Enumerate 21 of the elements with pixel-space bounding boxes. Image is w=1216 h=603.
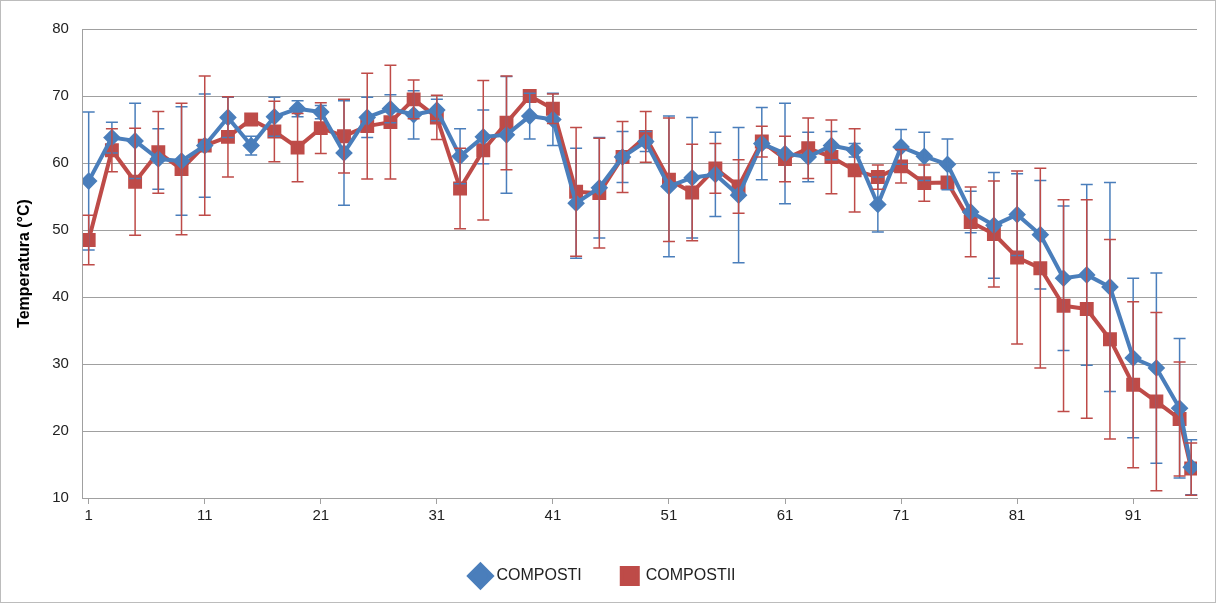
y-tick-label: 20 [52, 421, 69, 439]
y-tick-label: 60 [52, 153, 69, 171]
x-tick-label: 21 [312, 506, 330, 524]
y-tick-label: 70 [52, 86, 69, 104]
x-tick-label: 71 [892, 506, 910, 524]
x-tick-label: 51 [660, 506, 678, 524]
x-tick-label: 1 [84, 506, 93, 524]
y-tick-label: 10 [52, 488, 69, 506]
legend-label: COMPOSTI [496, 566, 582, 584]
y-tick-label: 80 [52, 19, 69, 37]
x-tick-label: 31 [428, 506, 446, 524]
y-tick-label: 40 [52, 287, 69, 305]
y-tick-label: 30 [52, 354, 69, 372]
x-tick-label: 11 [196, 506, 213, 524]
legend-label: COMPOSTII [645, 566, 736, 584]
y-tick-label: 50 [52, 220, 69, 238]
x-tick-label: 81 [1008, 506, 1026, 524]
y-axis-title: Temperatura (°C) [15, 199, 33, 328]
x-tick-label: 61 [776, 506, 794, 524]
x-tick-label: 91 [1124, 506, 1142, 524]
x-tick-label: 41 [544, 506, 562, 524]
